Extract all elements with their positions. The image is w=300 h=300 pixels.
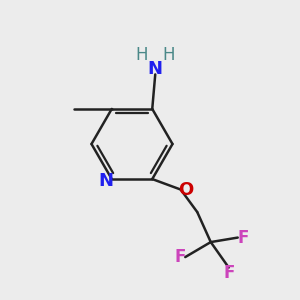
Text: N: N [99,172,114,190]
Text: F: F [174,248,185,266]
Text: N: N [148,60,163,78]
Text: F: F [223,264,234,282]
Text: O: O [178,181,193,199]
Text: H: H [163,46,175,64]
Text: H: H [136,46,148,64]
Text: F: F [238,229,249,247]
